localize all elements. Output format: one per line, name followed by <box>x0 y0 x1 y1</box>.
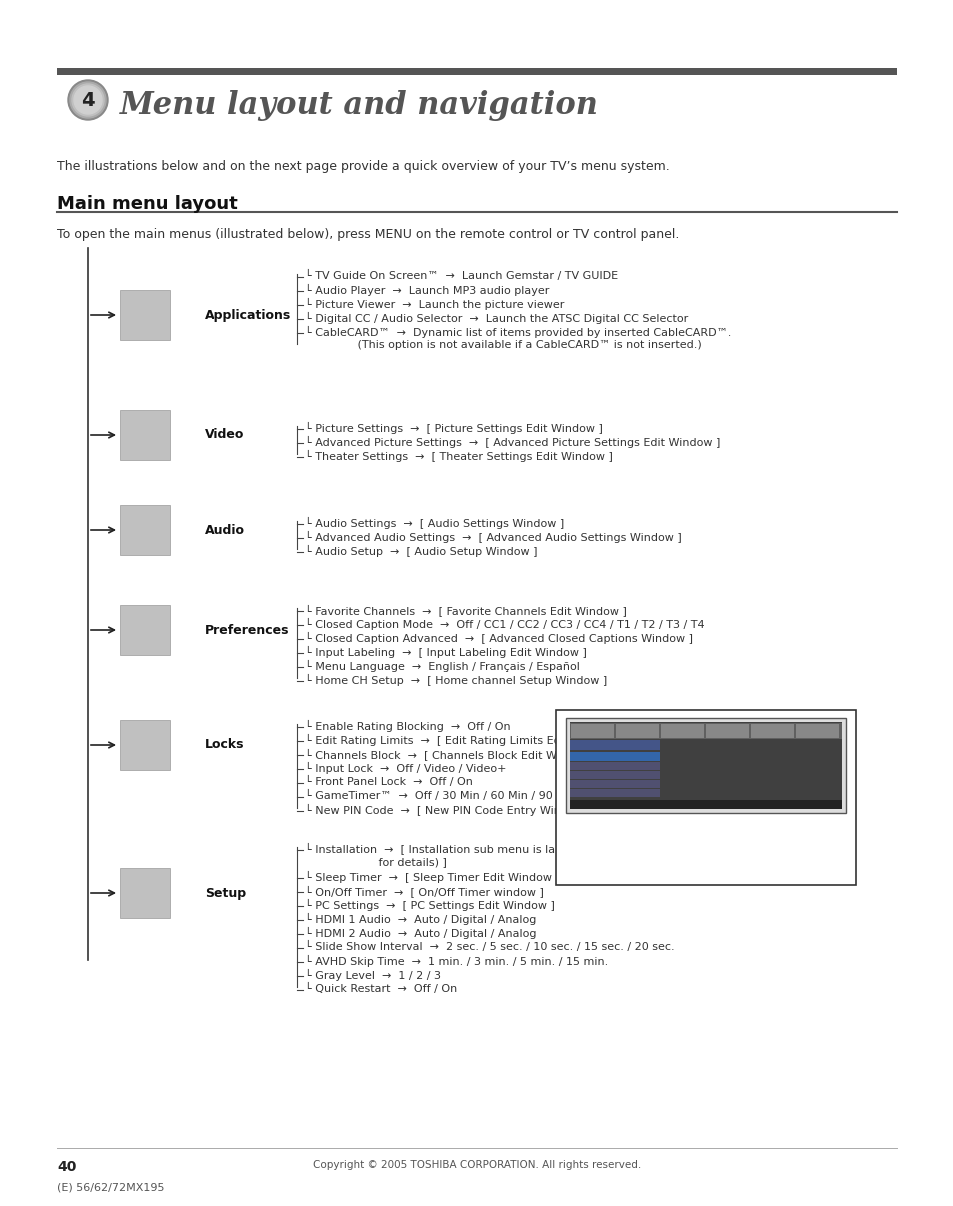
Text: The illustrations below and on the next page provide a quick overview of your TV: The illustrations below and on the next … <box>57 160 669 172</box>
Text: └ Home CH Setup  →  [ Home channel Setup Window ]: └ Home CH Setup → [ Home channel Setup W… <box>305 674 607 686</box>
Circle shape <box>70 82 106 118</box>
Bar <box>571 724 614 738</box>
Bar <box>120 720 170 769</box>
Bar <box>569 800 841 809</box>
Text: 40: 40 <box>57 1160 76 1173</box>
Bar <box>569 722 841 809</box>
Text: └ Edit Rating Limits  →  [ Edit Rating Limits Edit Window ]: └ Edit Rating Limits → [ Edit Rating Lim… <box>305 734 623 747</box>
Bar <box>57 68 896 75</box>
Text: └ Front Panel Lock  →  Off / On: └ Front Panel Lock → Off / On <box>305 775 473 788</box>
Text: Picture Viewer: Picture Viewer <box>572 772 611 777</box>
Bar <box>705 724 748 738</box>
Text: └ HDMI 2 Audio  →  Auto / Digital / Analog: └ HDMI 2 Audio → Auto / Digital / Analog <box>305 927 536 939</box>
Circle shape <box>71 84 104 116</box>
Text: Audio Player: Audio Player <box>572 763 606 768</box>
Text: └ Audio Settings  →  [ Audio Settings Window ]: └ Audio Settings → [ Audio Settings Wind… <box>305 517 563 529</box>
Text: for details) ]: for details) ] <box>305 857 446 867</box>
Text: Digital CC/Audio Selector: Digital CC/Audio Selector <box>572 781 640 786</box>
Text: Setup: Setup <box>205 886 246 900</box>
Text: └ Sleep Timer  →  [ Sleep Timer Edit Window ]: └ Sleep Timer → [ Sleep Timer Edit Windo… <box>305 871 559 883</box>
Text: └ PC Settings  →  [ PC Settings Edit Window ]: └ PC Settings → [ PC Settings Edit Windo… <box>305 898 555 911</box>
Text: Depending on receiving: Depending on receiving <box>601 819 746 832</box>
Text: 4: 4 <box>81 90 94 110</box>
Text: └ Installation  →  [ Installation sub menu is launched (see page 41: └ Installation → [ Installation sub menu… <box>305 843 672 855</box>
Text: └ Menu Language  →  English / Français / Español: └ Menu Language → English / Français / E… <box>305 660 579 672</box>
Text: └ Slide Show Interval  →  2 sec. / 5 sec. / 10 sec. / 15 sec. / 20 sec.: └ Slide Show Interval → 2 sec. / 5 sec. … <box>305 941 674 952</box>
Text: └ Gray Level  →  1 / 2 / 3: └ Gray Level → 1 / 2 / 3 <box>305 968 440 980</box>
Text: └ Audio Setup  →  [ Audio Setup Window ]: └ Audio Setup → [ Audio Setup Window ] <box>305 545 537 557</box>
Text: └ Channels Block  →  [ Channels Block Edit Window ]: └ Channels Block → [ Channels Block Edit… <box>305 748 598 760</box>
Text: └ Input Lock  →  Off / Video / Video+: └ Input Lock → Off / Video / Video+ <box>305 762 506 774</box>
Text: └ Closed Caption Mode  →  Off / CC1 / CC2 / CC3 / CC4 / T1 / T2 / T3 / T4: └ Closed Caption Mode → Off / CC1 / CC2 … <box>305 617 704 630</box>
Bar <box>660 724 703 738</box>
Text: └ On/Off Timer  →  [ On/Off Timer window ]: └ On/Off Timer → [ On/Off Timer window ] <box>305 885 543 897</box>
Bar <box>569 724 841 739</box>
Text: Main menu layout: Main menu layout <box>57 195 237 213</box>
Circle shape <box>74 86 102 115</box>
Text: Applications: Applications <box>205 309 291 322</box>
Text: └ Favorite Channels  →  [ Favorite Channels Edit Window ]: └ Favorite Channels → [ Favorite Channel… <box>305 604 626 616</box>
Text: └ Picture Viewer  →  Launch the picture viewer: └ Picture Viewer → Launch the picture vi… <box>305 298 564 310</box>
Text: TV Guide On Screen: TV Guide On Screen <box>572 753 641 759</box>
Bar <box>569 762 659 769</box>
Text: Menu layout and navigation: Menu layout and navigation <box>120 90 598 121</box>
Text: signals, the background of the menu: signals, the background of the menu <box>565 833 782 845</box>
Bar <box>120 289 170 340</box>
Bar <box>569 753 659 761</box>
Bar <box>120 505 170 555</box>
Bar <box>569 771 659 779</box>
Text: └ CableCARD™  →  Dynamic list of items provided by inserted CableCARD™.: └ CableCARD™ → Dynamic list of items pro… <box>305 326 731 338</box>
Text: └ Audio Player  →  Launch MP3 audio player: └ Audio Player → Launch MP3 audio player <box>305 283 549 295</box>
Text: To open the main menus (illustrated below), press MENU on the remote control or : To open the main menus (illustrated belo… <box>57 228 679 241</box>
Text: └ GameTimer™  →  Off / 30 Min / 60 Min / 90 Min / 120 Min: └ GameTimer™ → Off / 30 Min / 60 Min / 9… <box>305 790 631 801</box>
Bar <box>569 789 659 797</box>
Bar <box>569 780 659 788</box>
Text: └ Advanced Picture Settings  →  [ Advanced Picture Settings Edit Window ]: └ Advanced Picture Settings → [ Advanced… <box>305 437 720 449</box>
Text: Copyright © 2005 TOSHIBA CORPORATION. All rights reserved.: Copyright © 2005 TOSHIBA CORPORATION. Al… <box>313 1160 640 1170</box>
Text: └ Advanced Audio Settings  →  [ Advanced Audio Settings Window ]: └ Advanced Audio Settings → [ Advanced A… <box>305 531 681 543</box>
Text: (This option is not available if a CableCARD™ is not inserted.): (This option is not available if a Cable… <box>305 340 701 350</box>
Text: └ HDMI 1 Audio  →  Auto / Digital / Analog: └ HDMI 1 Audio → Auto / Digital / Analog <box>305 913 536 925</box>
Bar <box>556 710 855 885</box>
Text: Locks: Locks <box>205 738 244 751</box>
Text: Applications: Applications <box>572 740 614 747</box>
Text: └ Input Labeling  →  [ Input Labeling Edit Window ]: └ Input Labeling → [ Input Labeling Edit… <box>305 646 586 658</box>
Text: └ AVHD Skip Time  →  1 min. / 3 min. / 5 min. / 15 min.: └ AVHD Skip Time → 1 min. / 3 min. / 5 m… <box>305 955 608 967</box>
Text: Preferences: Preferences <box>205 624 289 637</box>
Circle shape <box>68 80 108 121</box>
Text: └ TV Guide On Screen™  →  Launch Gemstar / TV GUIDE: └ TV Guide On Screen™ → Launch Gemstar /… <box>305 270 618 281</box>
Text: picture will appear black.: picture will appear black. <box>565 847 715 860</box>
Text: Note:: Note: <box>565 819 602 832</box>
Bar <box>120 605 170 655</box>
Text: (E) 56/62/72MX195: (E) 56/62/72MX195 <box>57 1183 164 1193</box>
Bar <box>795 724 838 738</box>
Bar <box>120 868 170 918</box>
Text: └ Enable Rating Blocking  →  Off / On: └ Enable Rating Blocking → Off / On <box>305 720 510 732</box>
Text: └ New PIN Code  →  [ New PIN Code Entry Window ]: └ New PIN Code → [ New PIN Code Entry Wi… <box>305 804 591 816</box>
Bar <box>120 410 170 459</box>
Text: └ Digital CC / Audio Selector  →  Launch the ATSC Digital CC Selector: └ Digital CC / Audio Selector → Launch t… <box>305 312 687 324</box>
Bar <box>616 724 659 738</box>
Text: └ Picture Settings  →  [ Picture Settings Edit Window ]: └ Picture Settings → [ Picture Settings … <box>305 422 602 434</box>
Bar <box>750 724 793 738</box>
Text: ○ Navigate  ● Select  [Exit] Back  [Exit] Exit: ○ Navigate ● Select [Exit] Back [Exit] E… <box>572 801 693 806</box>
Text: └ Theater Settings  →  [ Theater Settings Edit Window ]: └ Theater Settings → [ Theater Settings … <box>305 450 612 462</box>
Bar <box>565 718 845 813</box>
Text: Video: Video <box>205 428 244 441</box>
Text: CableCARD: CableCARD <box>572 790 602 795</box>
Bar <box>569 740 659 750</box>
Text: └ Quick Restart  →  Off / On: └ Quick Restart → Off / On <box>305 983 456 994</box>
Text: Audio: Audio <box>205 523 245 537</box>
Text: └ Closed Caption Advanced  →  [ Advanced Closed Captions Window ]: └ Closed Caption Advanced → [ Advanced C… <box>305 632 692 644</box>
